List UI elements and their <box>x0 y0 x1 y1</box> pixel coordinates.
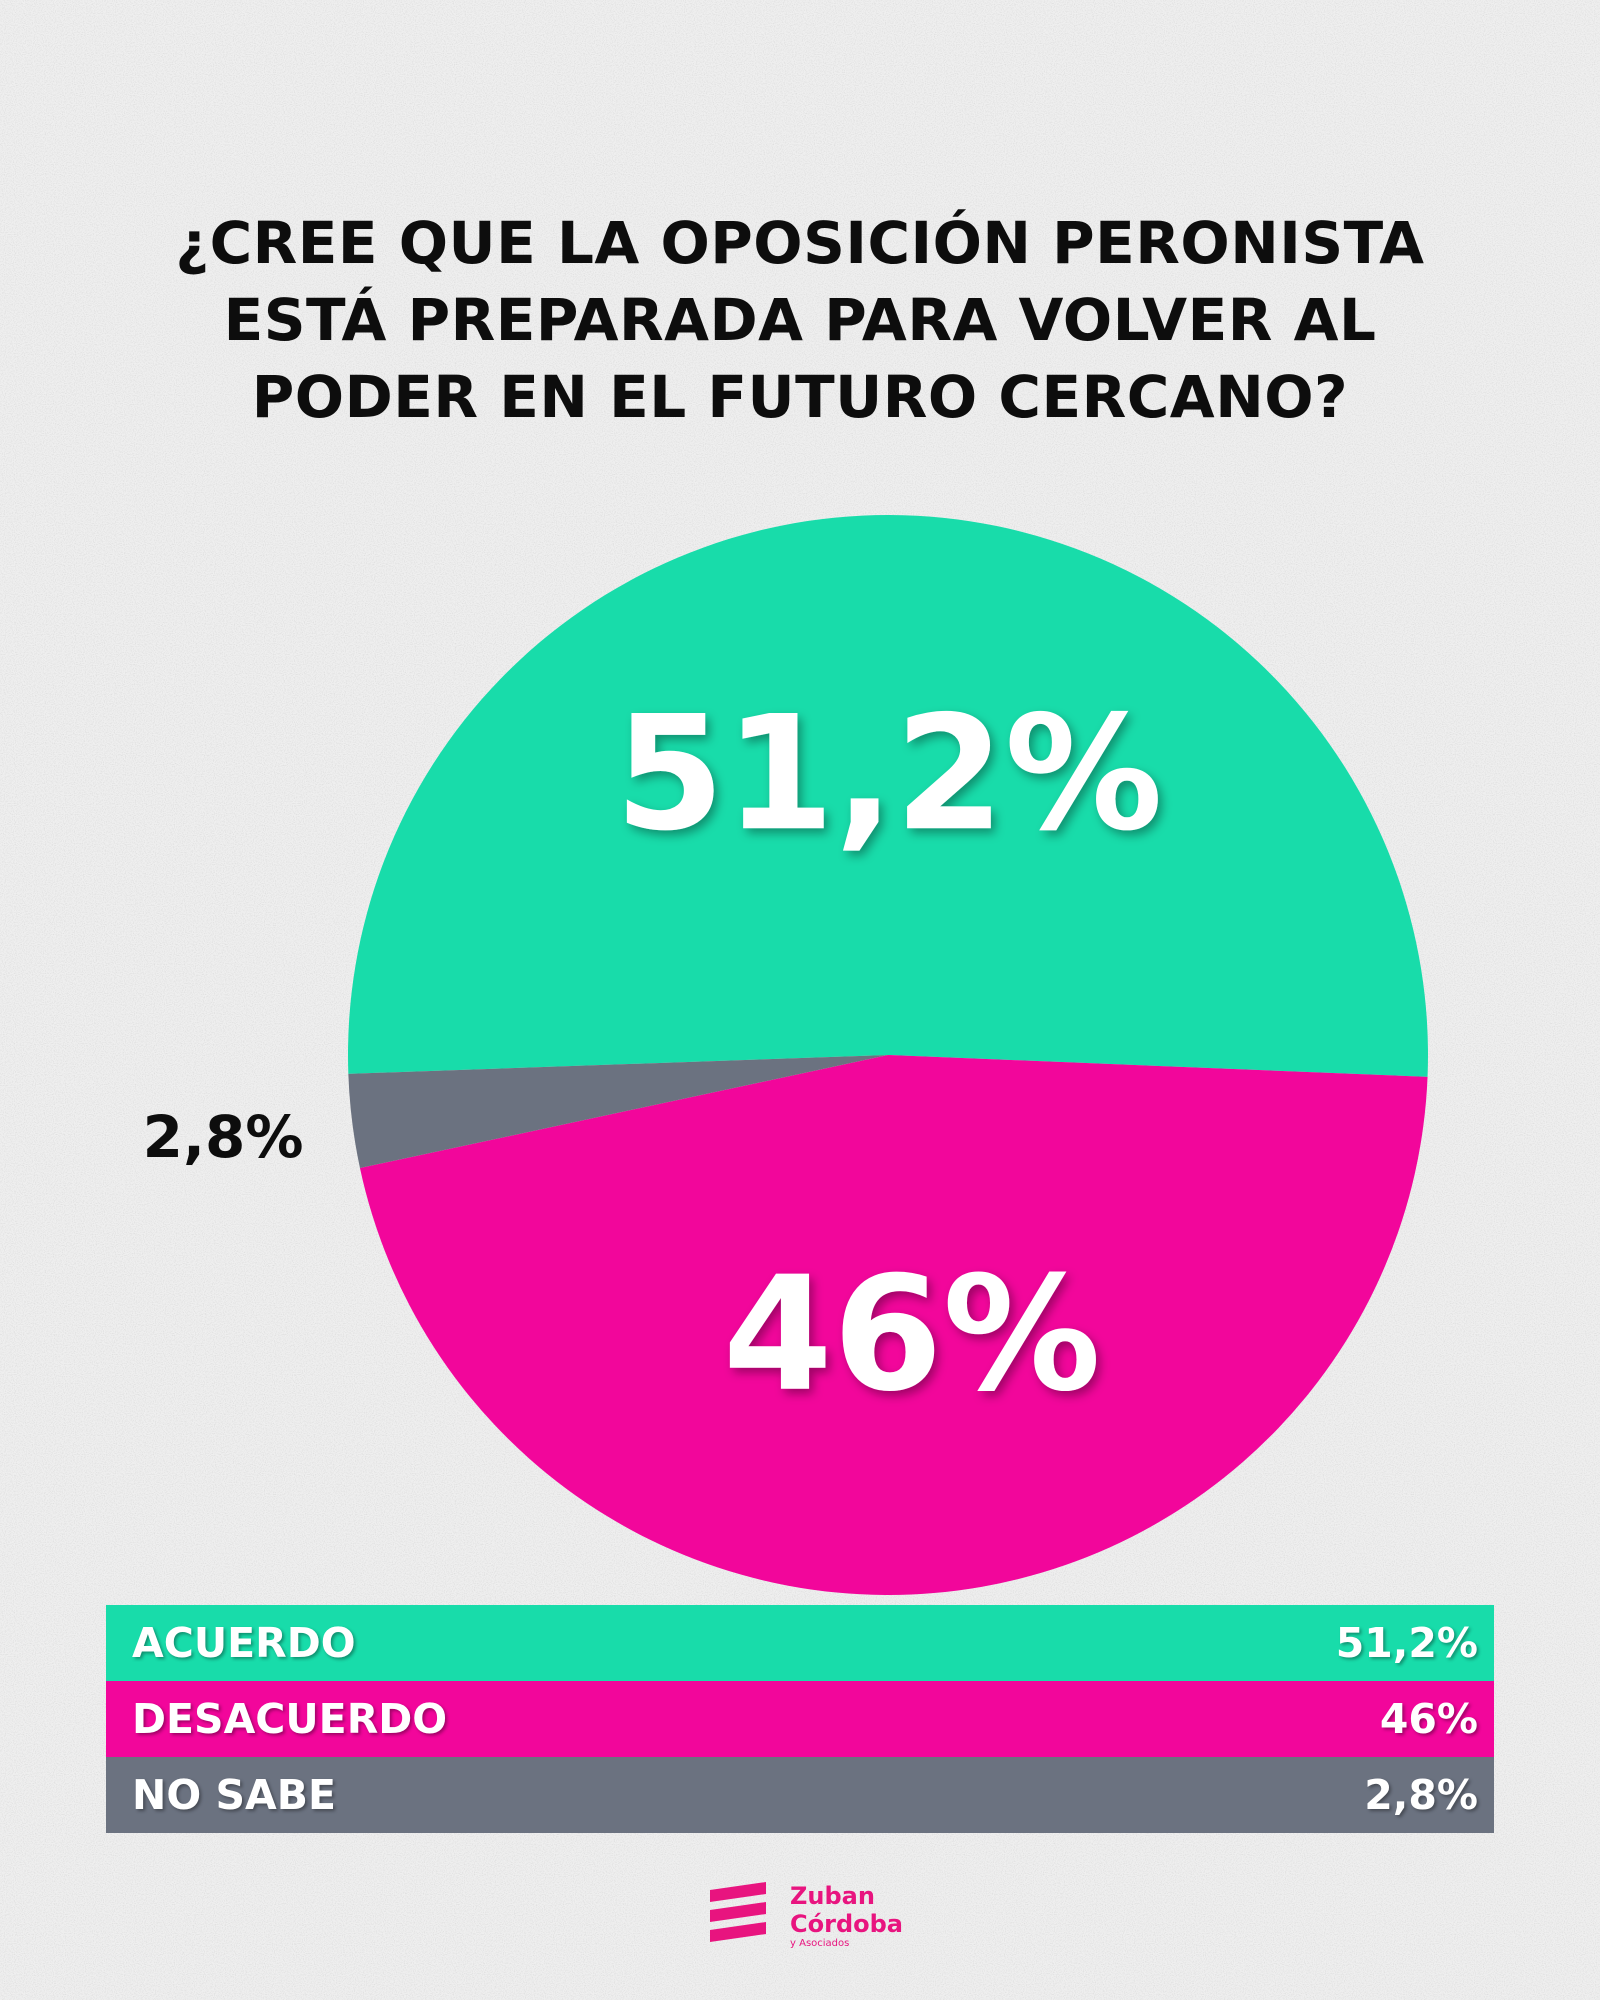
pie-slice-desacuerdo <box>359 1055 1428 1596</box>
logo-name-line: Córdoba <box>790 1910 903 1938</box>
legend-row-no-sabe: NO SABE 2,8% <box>106 1757 1494 1833</box>
logo-tagline: y Asociados <box>790 1938 850 1949</box>
pie-value-label: 2,8% <box>143 1103 304 1171</box>
legend-label: ACUERDO <box>132 1619 356 1667</box>
pie-value-label: 51,2% <box>615 682 1163 866</box>
legend-value: 46% <box>1379 1695 1478 1743</box>
chart-title: ¿CREE QUE LA OPOSICIÓN PERONISTA ESTÁ PR… <box>100 205 1500 436</box>
legend-row-acuerdo: ACUERDO 51,2% <box>106 1605 1494 1681</box>
pie-value-label: 46% <box>723 1243 1101 1427</box>
pie-chart: 51,2% 46% 2,8% <box>143 515 1428 1596</box>
pie-labels: 51,2% 46% 2,8% <box>143 682 1163 1427</box>
logo-mark-icon <box>710 1882 766 1942</box>
pie-slices <box>348 515 1428 1596</box>
title-line: PODER EN EL FUTURO CERCANO? <box>251 363 1349 431</box>
logo-name: Zuban Córdoba <box>790 1882 903 1938</box>
logo-name-line: Zuban <box>790 1882 875 1910</box>
legend-table: ACUERDO 51,2% DESACUERDO 46% NO SABE 2,8… <box>106 1605 1494 1833</box>
legend-value: 51,2% <box>1335 1619 1478 1667</box>
pie-slice-acuerdo <box>348 515 1428 1077</box>
legend-label: NO SABE <box>132 1771 336 1819</box>
legend-value: 2,8% <box>1364 1771 1478 1819</box>
legend-row-desacuerdo: DESACUERDO 46% <box>106 1681 1494 1757</box>
brand-logo: Zuban Córdoba y Asociados <box>706 1880 926 1960</box>
title-line: ¿CREE QUE LA OPOSICIÓN PERONISTA <box>175 209 1425 277</box>
title-line: ESTÁ PREPARADA PARA VOLVER AL <box>223 286 1377 354</box>
pie-slice-no-sabe <box>348 1055 888 1169</box>
legend-label: DESACUERDO <box>132 1695 448 1743</box>
